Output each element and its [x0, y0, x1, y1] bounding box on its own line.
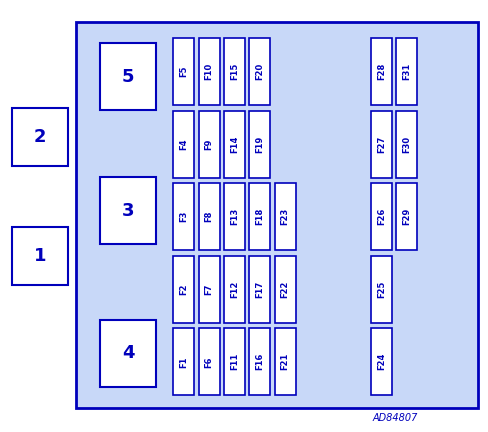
Text: 3: 3 — [122, 202, 134, 219]
FancyBboxPatch shape — [371, 183, 392, 250]
FancyBboxPatch shape — [173, 38, 194, 105]
Text: F16: F16 — [255, 353, 264, 371]
Text: F20: F20 — [255, 63, 264, 80]
Text: F15: F15 — [230, 63, 239, 80]
FancyBboxPatch shape — [224, 328, 245, 395]
Text: F24: F24 — [377, 353, 386, 371]
FancyBboxPatch shape — [199, 111, 220, 178]
Text: F30: F30 — [402, 136, 411, 152]
FancyBboxPatch shape — [275, 328, 296, 395]
Text: F27: F27 — [377, 136, 386, 152]
FancyBboxPatch shape — [173, 328, 194, 395]
Text: F9: F9 — [204, 138, 214, 150]
FancyBboxPatch shape — [275, 183, 296, 250]
FancyBboxPatch shape — [396, 38, 417, 105]
Text: F1: F1 — [179, 356, 188, 368]
Text: F5: F5 — [179, 66, 188, 77]
Text: F14: F14 — [230, 135, 239, 153]
FancyBboxPatch shape — [76, 22, 478, 408]
Text: F3: F3 — [179, 211, 188, 222]
Text: 2: 2 — [34, 128, 46, 146]
FancyBboxPatch shape — [371, 256, 392, 323]
Text: F2: F2 — [179, 283, 188, 295]
Text: F28: F28 — [377, 63, 386, 80]
FancyBboxPatch shape — [371, 328, 392, 395]
FancyBboxPatch shape — [100, 320, 156, 387]
FancyBboxPatch shape — [249, 183, 270, 250]
FancyBboxPatch shape — [199, 256, 220, 323]
Text: F11: F11 — [230, 353, 239, 371]
FancyBboxPatch shape — [199, 328, 220, 395]
FancyBboxPatch shape — [371, 111, 392, 178]
FancyBboxPatch shape — [249, 111, 270, 178]
Text: AD84807: AD84807 — [373, 413, 418, 423]
FancyBboxPatch shape — [199, 38, 220, 105]
FancyBboxPatch shape — [100, 43, 156, 110]
Text: F4: F4 — [179, 138, 188, 150]
Text: F13: F13 — [230, 208, 239, 225]
Text: 4: 4 — [122, 344, 134, 362]
Text: F31: F31 — [402, 63, 411, 80]
Text: F17: F17 — [255, 281, 264, 298]
Text: F22: F22 — [281, 280, 290, 298]
FancyBboxPatch shape — [173, 111, 194, 178]
FancyBboxPatch shape — [12, 108, 68, 166]
Text: F10: F10 — [204, 63, 214, 80]
Text: F6: F6 — [204, 356, 214, 368]
Text: F29: F29 — [402, 208, 411, 225]
Text: F7: F7 — [204, 283, 214, 295]
Text: F12: F12 — [230, 280, 239, 298]
Text: 1: 1 — [34, 247, 46, 265]
FancyBboxPatch shape — [249, 328, 270, 395]
FancyBboxPatch shape — [249, 256, 270, 323]
FancyBboxPatch shape — [396, 111, 417, 178]
FancyBboxPatch shape — [249, 38, 270, 105]
Text: F8: F8 — [204, 211, 214, 222]
Text: F19: F19 — [255, 136, 264, 152]
FancyBboxPatch shape — [224, 256, 245, 323]
FancyBboxPatch shape — [199, 183, 220, 250]
FancyBboxPatch shape — [173, 256, 194, 323]
Text: 5: 5 — [122, 68, 134, 86]
FancyBboxPatch shape — [224, 38, 245, 105]
FancyBboxPatch shape — [224, 183, 245, 250]
Text: F21: F21 — [281, 353, 290, 371]
FancyBboxPatch shape — [396, 183, 417, 250]
FancyBboxPatch shape — [275, 256, 296, 323]
FancyBboxPatch shape — [173, 183, 194, 250]
Text: F25: F25 — [377, 280, 386, 298]
FancyBboxPatch shape — [100, 177, 156, 244]
FancyBboxPatch shape — [224, 111, 245, 178]
FancyBboxPatch shape — [12, 227, 68, 285]
Text: F26: F26 — [377, 208, 386, 226]
FancyBboxPatch shape — [371, 38, 392, 105]
Text: F23: F23 — [281, 208, 290, 225]
Text: F18: F18 — [255, 208, 264, 225]
